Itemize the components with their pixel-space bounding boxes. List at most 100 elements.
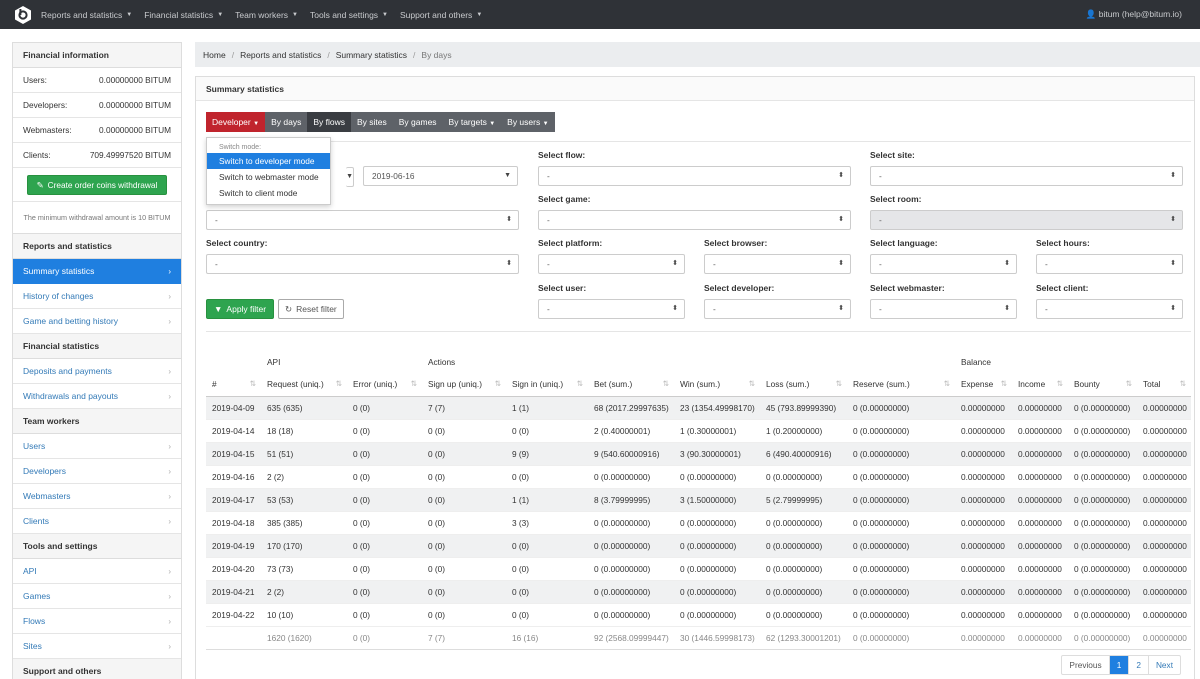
table-cell: 0.00000000 bbox=[1012, 534, 1068, 558]
tab-by-flows[interactable]: By flows bbox=[307, 112, 351, 132]
browser-select[interactable]: - ⬍ bbox=[704, 254, 851, 274]
game-select[interactable]: - ⬍ bbox=[538, 210, 851, 230]
column-header[interactable]: Expense ⇅ bbox=[955, 373, 1012, 397]
sidebar-item-webmasters[interactable]: Webmasters › bbox=[13, 484, 181, 509]
developer-select[interactable]: - ⬍ bbox=[704, 299, 851, 319]
column-header[interactable]: Income ⇅ bbox=[1012, 373, 1068, 397]
column-header[interactable]: Sign up (uniq.) ⇅ bbox=[422, 373, 506, 397]
nav-reports[interactable]: Reports and statistics ▼ bbox=[41, 10, 132, 20]
language-select[interactable]: - ⬍ bbox=[870, 254, 1017, 274]
tab-by-targets[interactable]: By targets ▼ bbox=[442, 112, 502, 132]
select-value: - bbox=[547, 259, 550, 269]
user-select[interactable]: - ⬍ bbox=[538, 299, 685, 319]
tab-by-sites[interactable]: By sites bbox=[350, 112, 393, 132]
bitum-logo-icon[interactable] bbox=[13, 5, 33, 25]
client-select[interactable]: - ⬍ bbox=[1036, 299, 1183, 319]
column-header[interactable]: Loss (sum.) ⇅ bbox=[760, 373, 847, 397]
breadcrumb-reports[interactable]: Reports and statistics bbox=[240, 49, 322, 60]
tab-by-users[interactable]: By users ▼ bbox=[501, 112, 555, 132]
nav-support[interactable]: Support and others ▼ bbox=[400, 10, 482, 20]
summary-table: API Actions Balance # ⇅ Request (uniq.) ⇅ Er… bbox=[206, 350, 1191, 650]
column-header[interactable]: Request (uniq.) ⇅ bbox=[261, 373, 347, 397]
table-row: 2019-04-20 73 (73) 0 (0) 0 (0) 0 (0) 0 (0.000… bbox=[206, 557, 1191, 581]
page-1[interactable]: 1 bbox=[1108, 656, 1129, 674]
sidebar-item-withdrawals[interactable]: Withdrawals and payouts › bbox=[13, 384, 181, 409]
hours-select[interactable]: - ⬍ bbox=[1036, 254, 1183, 274]
date-to-select[interactable]: 2019-06-16 ▼ bbox=[363, 166, 518, 186]
table-cell: 0 (0) bbox=[347, 534, 422, 558]
page-2[interactable]: 2 bbox=[1128, 656, 1148, 674]
column-header[interactable]: Sign in (uniq.) ⇅ bbox=[506, 373, 588, 397]
table-cell: 0 (0) bbox=[347, 603, 422, 627]
tab-label: By users bbox=[507, 117, 541, 127]
sidebar-item-clients[interactable]: Clients › bbox=[13, 509, 181, 534]
breadcrumb-home[interactable]: Home bbox=[203, 49, 226, 60]
table-row: 2019-04-15 51 (51) 0 (0) 0 (0) 9 (9) 9 (540.6… bbox=[206, 442, 1191, 466]
nav-financial[interactable]: Financial statistics ▼ bbox=[144, 10, 223, 20]
sidebar-item-deposits[interactable]: Deposits and payments › bbox=[13, 359, 181, 384]
site-select[interactable]: - ⬍ bbox=[870, 166, 1183, 186]
caret-down-icon: ▼ bbox=[542, 121, 549, 127]
label-hours: Select hours: bbox=[1036, 238, 1090, 248]
caret-down-icon: ▼ bbox=[346, 173, 353, 180]
table-cell: 10 (10) bbox=[261, 603, 347, 627]
switch-client-mode[interactable]: Switch to client mode bbox=[219, 188, 298, 198]
sidebar-item-flows[interactable]: Flows › bbox=[13, 609, 181, 634]
column-header[interactable]: Error (uniq.) ⇅ bbox=[347, 373, 422, 397]
nav-tools[interactable]: Tools and settings ▼ bbox=[310, 10, 388, 20]
create-withdrawal-button[interactable]: ✎ Create order coins withdrawal bbox=[26, 174, 168, 195]
page-next[interactable]: Next bbox=[1147, 656, 1180, 674]
balance-label: Clients: bbox=[23, 150, 51, 160]
select-value: - bbox=[879, 171, 882, 181]
sidebar-item-api[interactable]: API › bbox=[13, 559, 181, 584]
table-cell: 2019-04-14 bbox=[206, 419, 261, 443]
table-cell: 53 (53) bbox=[261, 488, 347, 512]
date-from-select-edge[interactable]: ▼ bbox=[346, 167, 354, 187]
webmaster-select[interactable]: - ⬍ bbox=[870, 299, 1017, 319]
breadcrumb-current: By days bbox=[421, 49, 452, 60]
reset-filter-button[interactable]: ↻ Reset filter bbox=[278, 299, 344, 319]
table-totals-row: 1620 (1620) 0 (0) 7 (7) 16 (16) 92 (2568.099… bbox=[206, 626, 1191, 650]
button-label: Reset filter bbox=[296, 304, 337, 314]
sidebar-item-summary-statistics[interactable]: Summary statistics › bbox=[13, 259, 181, 284]
flow-select[interactable]: - ⬍ bbox=[538, 166, 851, 186]
column-header[interactable]: Reserve (sum.) ⇅ bbox=[847, 373, 955, 397]
table-cell: 2 (0.40000001) bbox=[588, 419, 674, 443]
column-header[interactable]: Win (sum.) ⇅ bbox=[674, 373, 760, 397]
page-previous[interactable]: Previous bbox=[1069, 660, 1102, 670]
country-select[interactable]: - ⬍ bbox=[206, 254, 519, 274]
user-menu[interactable]: 👤 bitum (help@bitum.io) bbox=[1086, 9, 1182, 20]
table-cell: 0 (0.00000000) bbox=[674, 465, 760, 489]
column-header[interactable]: Bet (sum.) ⇅ bbox=[588, 373, 674, 397]
balance-value: 0.00000000 BITUM bbox=[99, 100, 171, 110]
sidebar-item-developers[interactable]: Developers › bbox=[13, 459, 181, 484]
table-cell: 0 (0) bbox=[422, 442, 506, 466]
column-header[interactable]: Bounty ⇅ bbox=[1068, 373, 1137, 397]
second-select[interactable]: - ⬍ bbox=[206, 210, 519, 230]
tab-by-games[interactable]: By games bbox=[392, 112, 443, 132]
apply-filter-button[interactable]: ▼ Apply filter bbox=[206, 299, 275, 319]
sidebar-item-users[interactable]: Users › bbox=[13, 434, 181, 459]
table-cell: 2 (2) bbox=[261, 580, 347, 604]
table-cell: 0.00000000 bbox=[955, 511, 1012, 535]
sidebar-item-game-betting-history[interactable]: Game and betting history › bbox=[13, 309, 181, 334]
platform-select[interactable]: - ⬍ bbox=[538, 254, 685, 274]
table-cell: 0.00000000 bbox=[1137, 465, 1191, 489]
column-header[interactable]: # ⇅ bbox=[206, 373, 261, 397]
switch-developer-mode[interactable]: Switch to developer mode bbox=[207, 153, 330, 169]
totals-cell: 0.00000000 bbox=[955, 626, 1012, 650]
sidebar-item-history-of-changes[interactable]: History of changes › bbox=[13, 284, 181, 309]
select-value: - bbox=[1045, 304, 1048, 314]
select-value: - bbox=[879, 259, 882, 269]
breadcrumb-summary[interactable]: Summary statistics bbox=[335, 49, 408, 60]
sidebar-item-games[interactable]: Games › bbox=[13, 584, 181, 609]
sort-icon: ⇅ bbox=[1056, 379, 1063, 389]
sidebar-item-sites[interactable]: Sites › bbox=[13, 634, 181, 659]
nav-team[interactable]: Team workers ▼ bbox=[235, 10, 298, 20]
column-header[interactable]: Total ⇅ bbox=[1137, 373, 1191, 397]
table-cell: 1 (0.30000001) bbox=[674, 419, 760, 443]
mode-dropdown-toggle[interactable]: Developer ▼ bbox=[206, 112, 266, 132]
switch-webmaster-mode[interactable]: Switch to webmaster mode bbox=[219, 172, 319, 182]
tab-by-days[interactable]: By days bbox=[265, 112, 308, 132]
breadcrumb-separator: / bbox=[327, 49, 330, 60]
